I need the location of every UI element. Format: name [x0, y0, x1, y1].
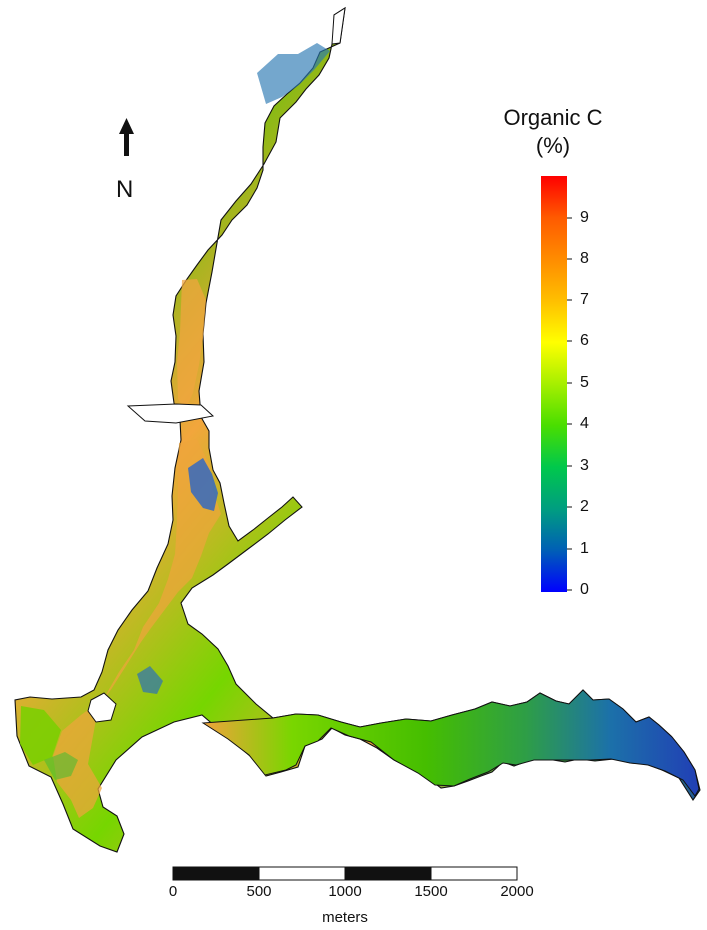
reservoir-central-highlight	[53, 439, 221, 818]
legend-label-6: 6	[580, 332, 589, 349]
scale-label-1000: 1000	[328, 883, 362, 900]
reservoir-blue-patch-1	[188, 458, 218, 511]
legend-label-7: 7	[580, 291, 589, 308]
north-top-white-tip	[331, 6, 346, 45]
scale-unit-label: meters	[322, 909, 368, 926]
scale-label-0: 0	[168, 883, 178, 900]
legend-label-8: 8	[580, 250, 589, 267]
scale-label-2000: 2000	[500, 883, 534, 900]
north-arrow	[119, 118, 134, 156]
scale-label-500: 500	[246, 883, 272, 900]
legend-label-0: 0	[580, 581, 589, 598]
east-arm	[201, 689, 700, 797]
scale-bar	[172, 866, 518, 881]
south-west-lobe-right	[44, 752, 78, 780]
scale-segment-4	[430, 866, 518, 881]
north-label: N	[116, 176, 134, 203]
reservoir-blue-patch-2	[137, 666, 163, 694]
legend-title-line-2: (%)	[535, 133, 571, 158]
reservoir-map	[14, 6, 701, 853]
north-arrow-head	[119, 118, 134, 134]
legend-color-bar	[541, 176, 567, 592]
north-arrow-shaft	[124, 131, 129, 156]
reservoir-blue-patch-3	[257, 43, 330, 104]
legend-title-line-1: Organic C	[503, 105, 603, 130]
legend-label-4: 4	[580, 415, 589, 432]
upper-gap-white-bar	[126, 403, 215, 424]
scale-segment-2	[258, 866, 346, 881]
scale-label-1500: 1500	[414, 883, 448, 900]
legend-label-2: 2	[580, 498, 589, 515]
legend-label-5: 5	[580, 374, 589, 391]
reservoir-upper-channel-highlight	[177, 279, 206, 410]
legend-label-3: 3	[580, 457, 589, 474]
legend-label-1: 1	[580, 540, 589, 557]
southwest-inlet	[87, 692, 117, 723]
legend-title: Organic C (%)	[470, 104, 636, 160]
legend-label-9: 9	[580, 209, 589, 226]
south-west-lobe-left	[20, 706, 61, 765]
scale-segment-3	[344, 866, 432, 881]
legend	[541, 176, 572, 592]
scale-segment-1	[172, 866, 260, 881]
